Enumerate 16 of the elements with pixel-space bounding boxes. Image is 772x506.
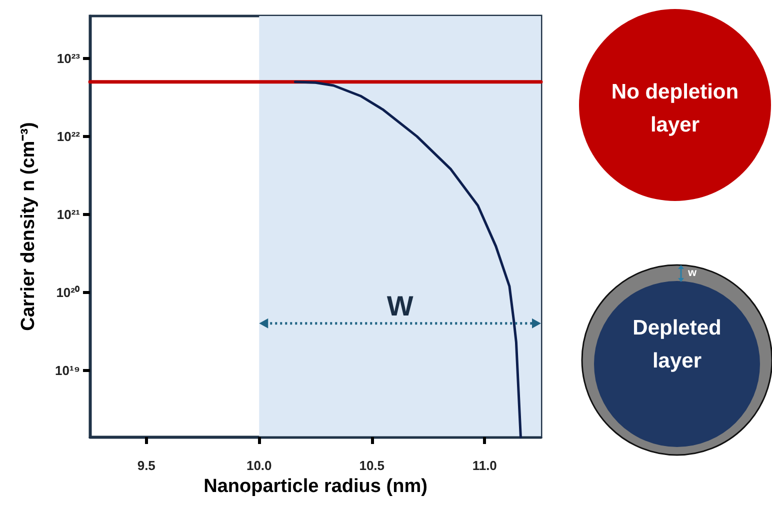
text: w xyxy=(687,267,697,279)
x-axis-title: Nanoparticle radius (nm) xyxy=(204,476,428,497)
x-tick-label: 9.5 xyxy=(137,458,156,473)
annotation: W xyxy=(386,290,414,322)
y-tick-label: 10²³ xyxy=(56,50,81,66)
x-tick-label: 10.0 xyxy=(246,458,272,473)
text: No depletion layer xyxy=(611,80,739,136)
x-tick-label: 10.5 xyxy=(359,458,385,473)
y-tick-label: 10²⁰ xyxy=(56,284,80,300)
line-series xyxy=(294,80,522,438)
x-tick-label: 11.0 xyxy=(472,458,497,473)
y-axis-title: Carrier density n (cm⁻³) xyxy=(18,122,39,331)
y-tick-label: 10²¹ xyxy=(56,206,80,222)
y-tick-label: 10¹⁹ xyxy=(55,362,80,378)
y-tick-label: 10²² xyxy=(56,128,81,144)
text: Depleted layer xyxy=(632,316,722,372)
